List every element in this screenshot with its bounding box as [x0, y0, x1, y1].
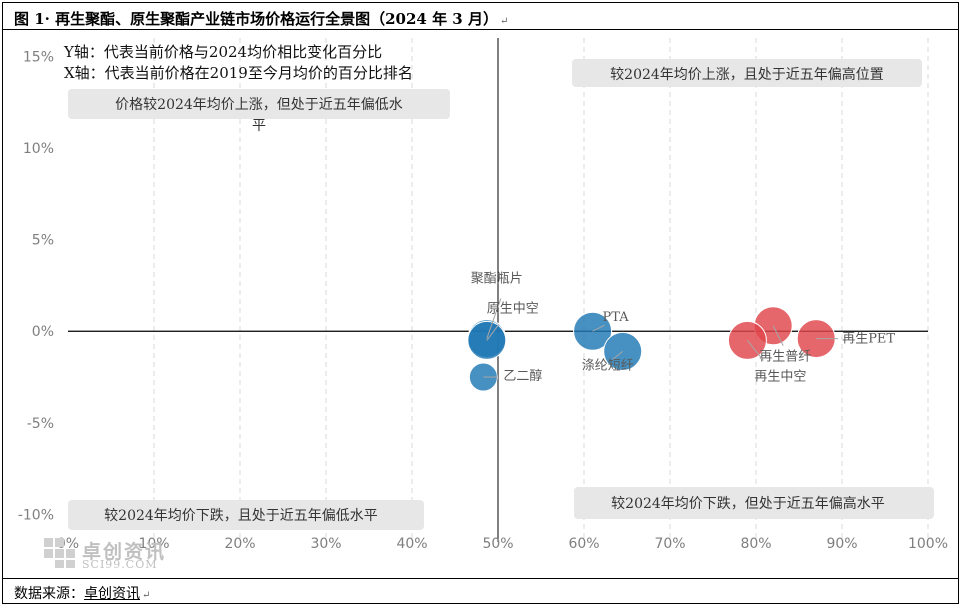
x-tick-label: 40%	[396, 536, 427, 552]
x-tick-label: 60%	[568, 536, 599, 552]
quadrant-labels: 较2024年均价上涨，且处于近五年偏高位置价格较2024年均价上涨，但处于近五年…	[68, 59, 934, 530]
leader-line	[612, 351, 624, 360]
quadrant-label-top-right: 较2024年均价上涨，且处于近五年偏高位置	[610, 66, 884, 83]
quadrant-box-top-right	[572, 59, 922, 87]
axis-notes: Y轴：代表当前价格与2024均价相比变化百分比 X轴：代表当前价格在2019至今月…	[63, 43, 413, 82]
quadrant-box-top-left	[68, 89, 450, 119]
x-tick-label: 80%	[740, 536, 771, 552]
watermark-logo-icon	[44, 538, 75, 568]
watermark-name-cn: 卓创资讯	[82, 541, 167, 563]
x-tick-label: 90%	[826, 536, 857, 552]
axis-note: Y轴：代表当前价格与2024均价相比变化百分比	[63, 43, 382, 61]
x-tick-label: 10%	[138, 536, 169, 552]
leader-line	[486, 298, 502, 339]
point-label: 涤纶短纤	[582, 358, 634, 373]
source-label: 数据来源：	[14, 586, 84, 602]
figure-title: 图 1· 再生聚酯、原生聚酯产业链市场价格运行全景图（2024 年 3 月） ↵	[14, 8, 508, 29]
source-bar: 数据来源：卓创资讯 ↵	[2, 578, 959, 604]
source-line: 数据来源：卓创资讯 ↵	[14, 583, 150, 603]
figure-title-bar: 图 1· 再生聚酯、原生聚酯产业链市场价格运行全景图（2024 年 3 月） ↵	[2, 2, 959, 30]
grid	[153, 38, 929, 542]
point-label: 乙二醇	[503, 368, 542, 384]
leader-line	[592, 324, 605, 332]
y-tick-label: -10%	[18, 508, 54, 524]
quadrant-label-top-left-cont: 平	[252, 118, 266, 134]
quadrant-label-bottom-left: 较2024年均价下跌，且处于近五年偏低水平	[104, 508, 378, 524]
quadrant-box-bottom-right	[574, 487, 934, 519]
x-tick-label: 70%	[654, 536, 685, 552]
leader-line	[772, 325, 784, 346]
x-tick-label: 30%	[310, 536, 341, 552]
quadrant-label-top-left: 价格较2024年均价上涨，但处于近五年偏低水	[115, 97, 403, 113]
point-label: 聚酯瓶片	[471, 272, 523, 287]
y-tick-label: 10%	[23, 141, 54, 157]
point-label: 原生中空	[487, 301, 539, 316]
leader-line	[747, 340, 764, 361]
x-tick-label: 50%	[482, 536, 513, 552]
quadrant-label-bottom-right: 较2024年均价下跌，但处于近五年偏高水平	[611, 495, 885, 512]
x-tick-label: 20%	[224, 536, 255, 552]
source-link[interactable]: 卓创资讯	[84, 586, 140, 602]
point-label: 再生中空	[754, 369, 806, 384]
point-label: 再生PET	[842, 332, 895, 347]
point-label: 再生普纤	[759, 350, 811, 365]
leader-line	[486, 324, 500, 341]
axis-note: X轴：代表当前价格在2019至今月均价的百分比排名	[64, 64, 413, 82]
paragraph-mark-icon: ↵	[499, 16, 509, 27]
figure-title-text: 图 1· 再生聚酯、原生聚酯产业链市场价格运行全景图（2024 年 3 月）	[14, 10, 498, 28]
paragraph-mark-icon: ↵	[142, 590, 151, 601]
watermark: 卓创资讯 SCI99.COM	[44, 537, 194, 571]
x-tick-label: 100%	[908, 536, 948, 552]
y-tick-label: -5%	[27, 416, 54, 432]
point-label: PTA	[603, 310, 630, 325]
watermark-name-en: SCI99.COM	[82, 558, 158, 571]
tick-labels: 0% 10% 20% 30% 40% 50% 60% 70% 80% 90% 100% 15% 10% 5…	[18, 49, 948, 552]
quadrant-box-bottom-left	[68, 500, 424, 530]
y-tick-label: 0%	[32, 324, 54, 340]
y-tick-label: 5%	[32, 233, 54, 249]
y-tick-label: 15%	[23, 49, 54, 65]
